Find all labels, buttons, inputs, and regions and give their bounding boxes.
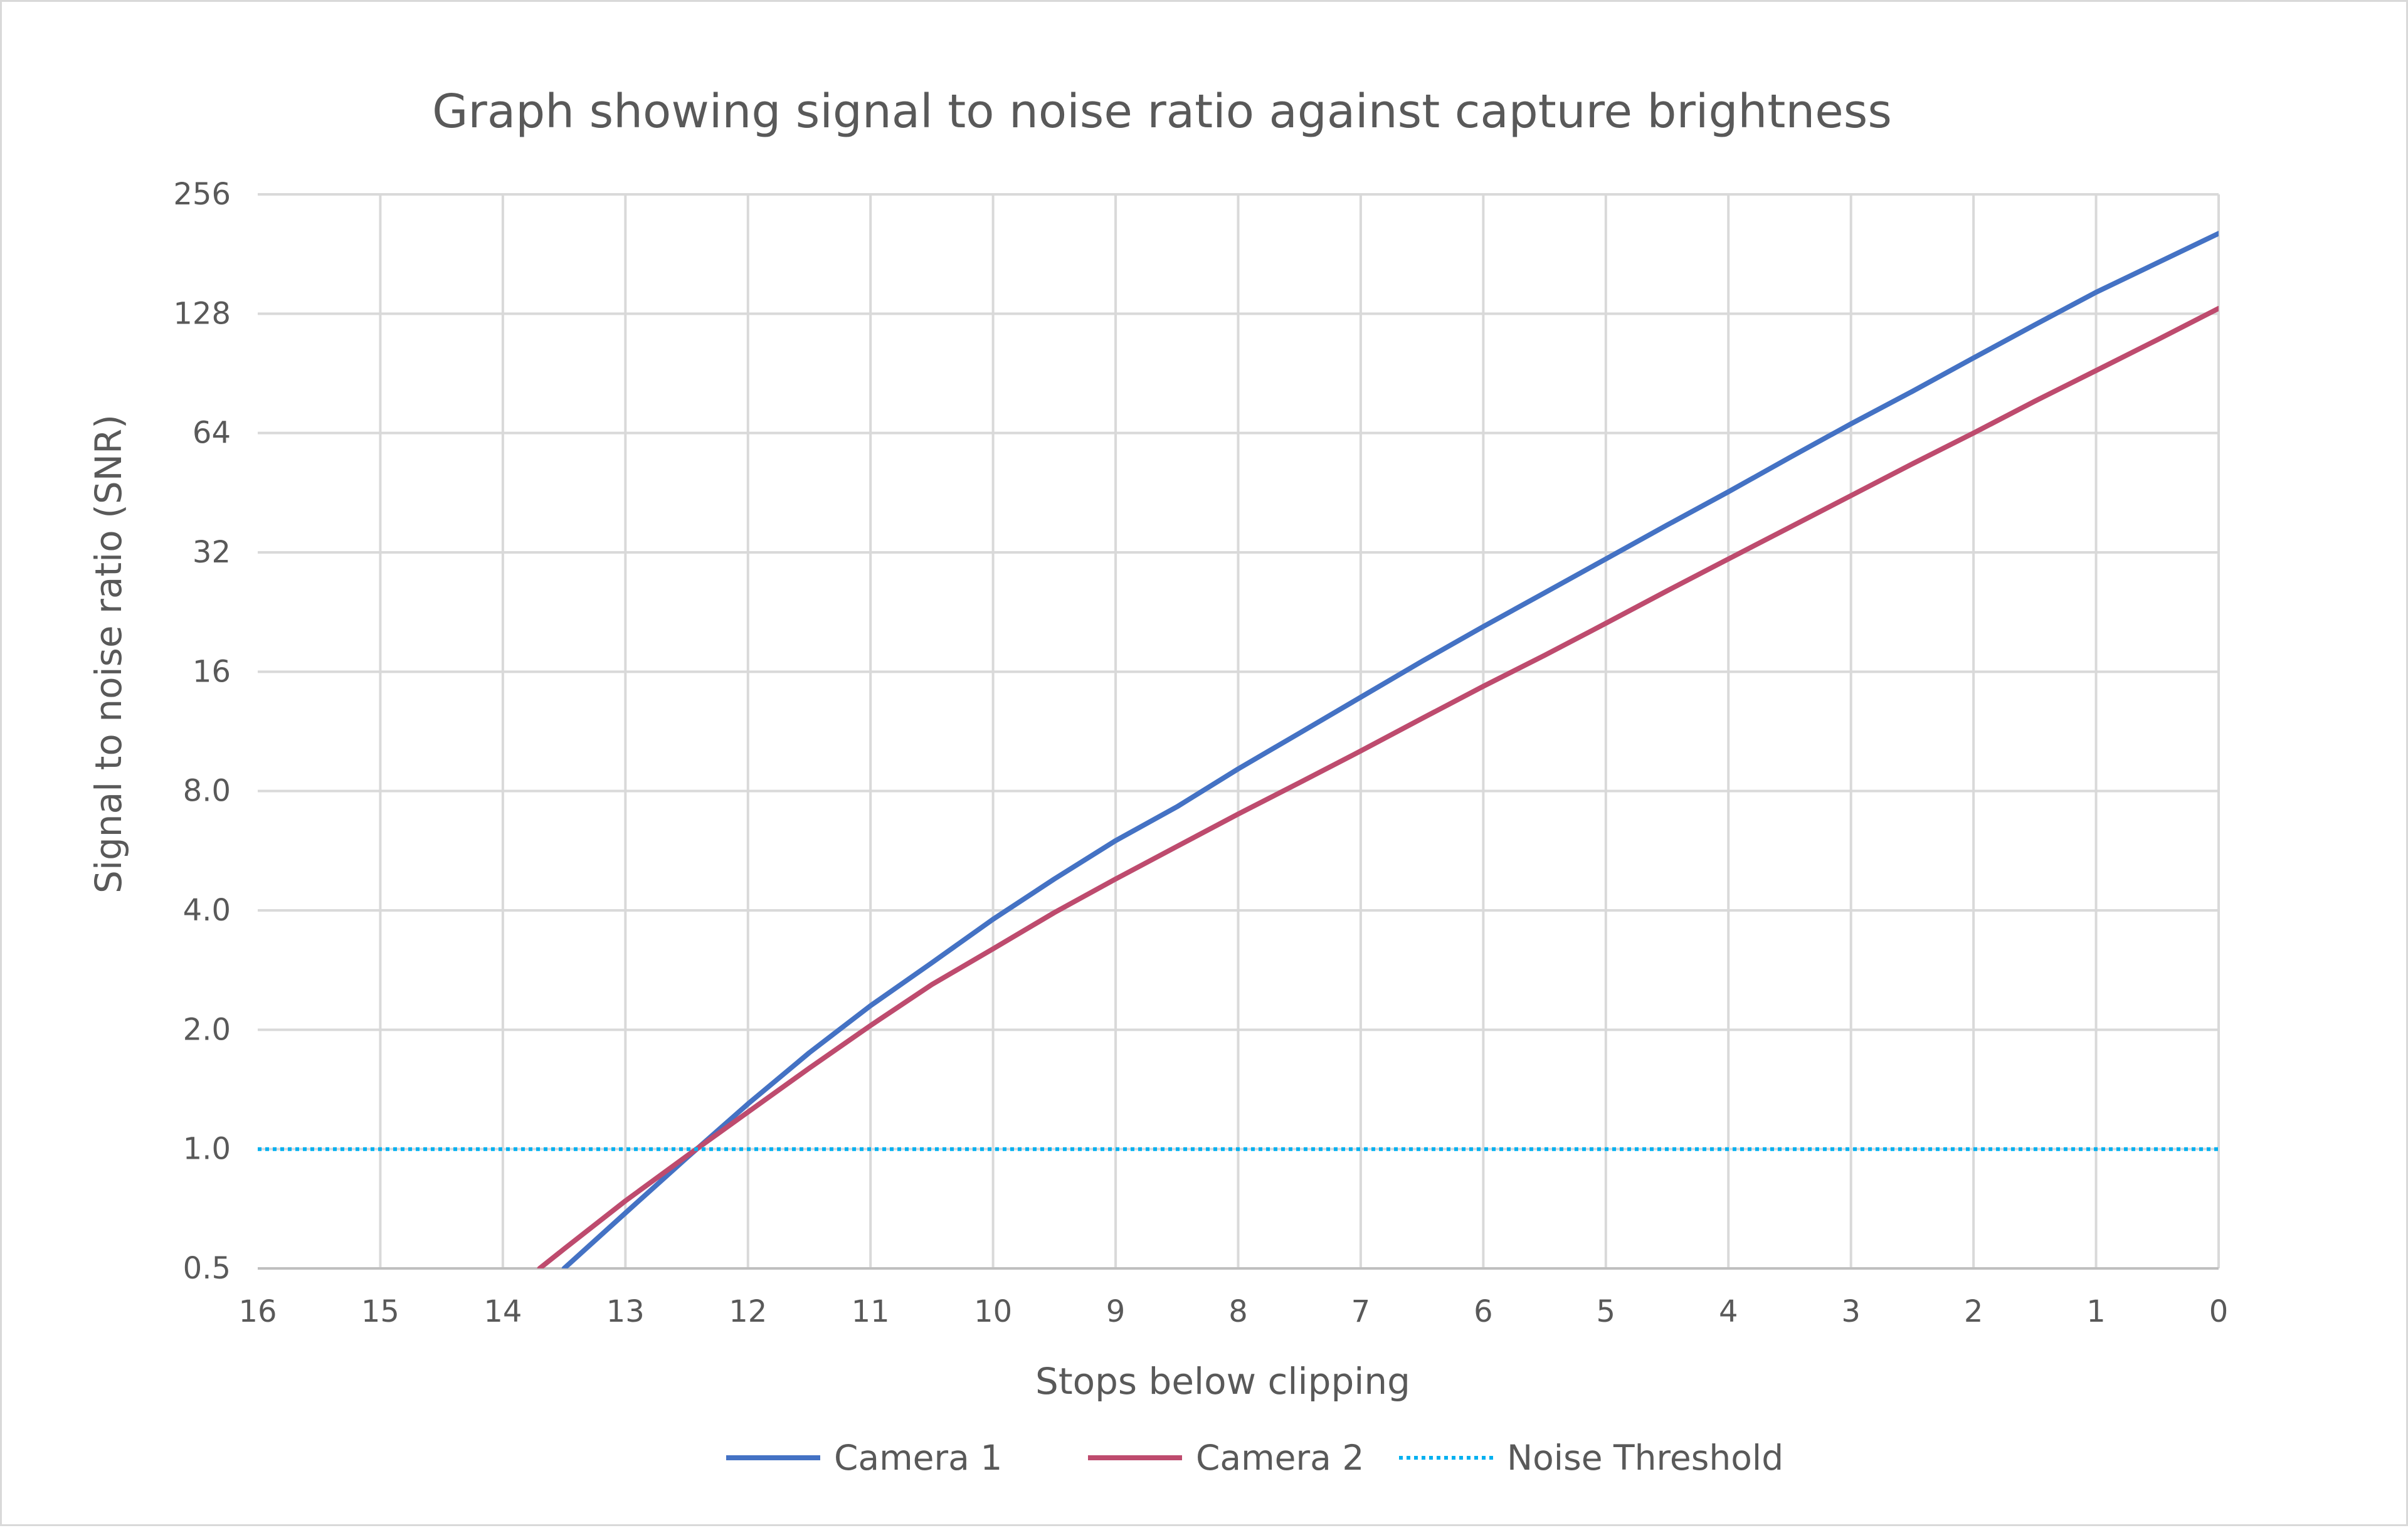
series-lines	[258, 231, 2219, 1268]
chart-title: Graph showing signal to noise ratio agai…	[432, 85, 1892, 139]
x-tick-label: 0	[2209, 1294, 2229, 1329]
grid	[258, 193, 2220, 1268]
y-tick-label: 2.0	[183, 1012, 231, 1047]
x-tick-label: 14	[483, 1294, 522, 1329]
y-tick-label: 32	[193, 535, 231, 570]
x-tick-label: 12	[729, 1294, 767, 1329]
y-tick-label: 64	[193, 416, 231, 451]
y-tick-label: 4.0	[183, 893, 231, 928]
x-tick-labels: 16 15 14 13 12 11 10 9 8 7 6 5 4 3 2 1 0	[238, 1294, 2228, 1329]
y-tick-label: 16	[193, 654, 231, 689]
x-tick-label: 2	[1964, 1294, 1983, 1329]
x-tick-label: 15	[361, 1294, 399, 1329]
x-tick-label: 11	[852, 1294, 890, 1329]
legend-label: Camera 2	[1196, 1438, 1364, 1478]
x-tick-label: 5	[1597, 1294, 1616, 1329]
x-tick-label: 3	[1841, 1294, 1861, 1329]
y-axis-title: Signal to noise ratio (SNR)	[87, 414, 130, 893]
x-axis-title: Stops below clipping	[1035, 1360, 1410, 1403]
x-tick-label: 6	[1474, 1294, 1493, 1329]
y-tick-label: 256	[173, 177, 231, 212]
y-tick-label: 128	[173, 296, 231, 331]
legend: Camera 1 Camera 2 Noise Threshold	[726, 1438, 1783, 1478]
series-line-camera-2	[537, 305, 2219, 1268]
y-tick-label: 0.5	[183, 1251, 231, 1286]
x-tick-label: 8	[1228, 1294, 1248, 1329]
x-tick-label: 4	[1719, 1294, 1738, 1329]
x-tick-label: 16	[238, 1294, 277, 1329]
x-tick-label: 10	[974, 1294, 1012, 1329]
y-tick-label: 1.0	[183, 1132, 231, 1167]
x-tick-label: 13	[606, 1294, 645, 1329]
legend-label: Camera 1	[834, 1438, 1002, 1478]
legend-label: Noise Threshold	[1507, 1438, 1783, 1478]
y-tick-label: 8.0	[183, 774, 231, 809]
series-line-camera-1	[561, 231, 2219, 1268]
x-tick-label: 7	[1351, 1294, 1371, 1329]
x-tick-label: 9	[1106, 1294, 1126, 1329]
x-tick-label: 1	[2086, 1294, 2106, 1329]
y-tick-labels: 0.5 1.0 2.0 4.0 8.0 16 32 64 128 256	[173, 177, 231, 1286]
